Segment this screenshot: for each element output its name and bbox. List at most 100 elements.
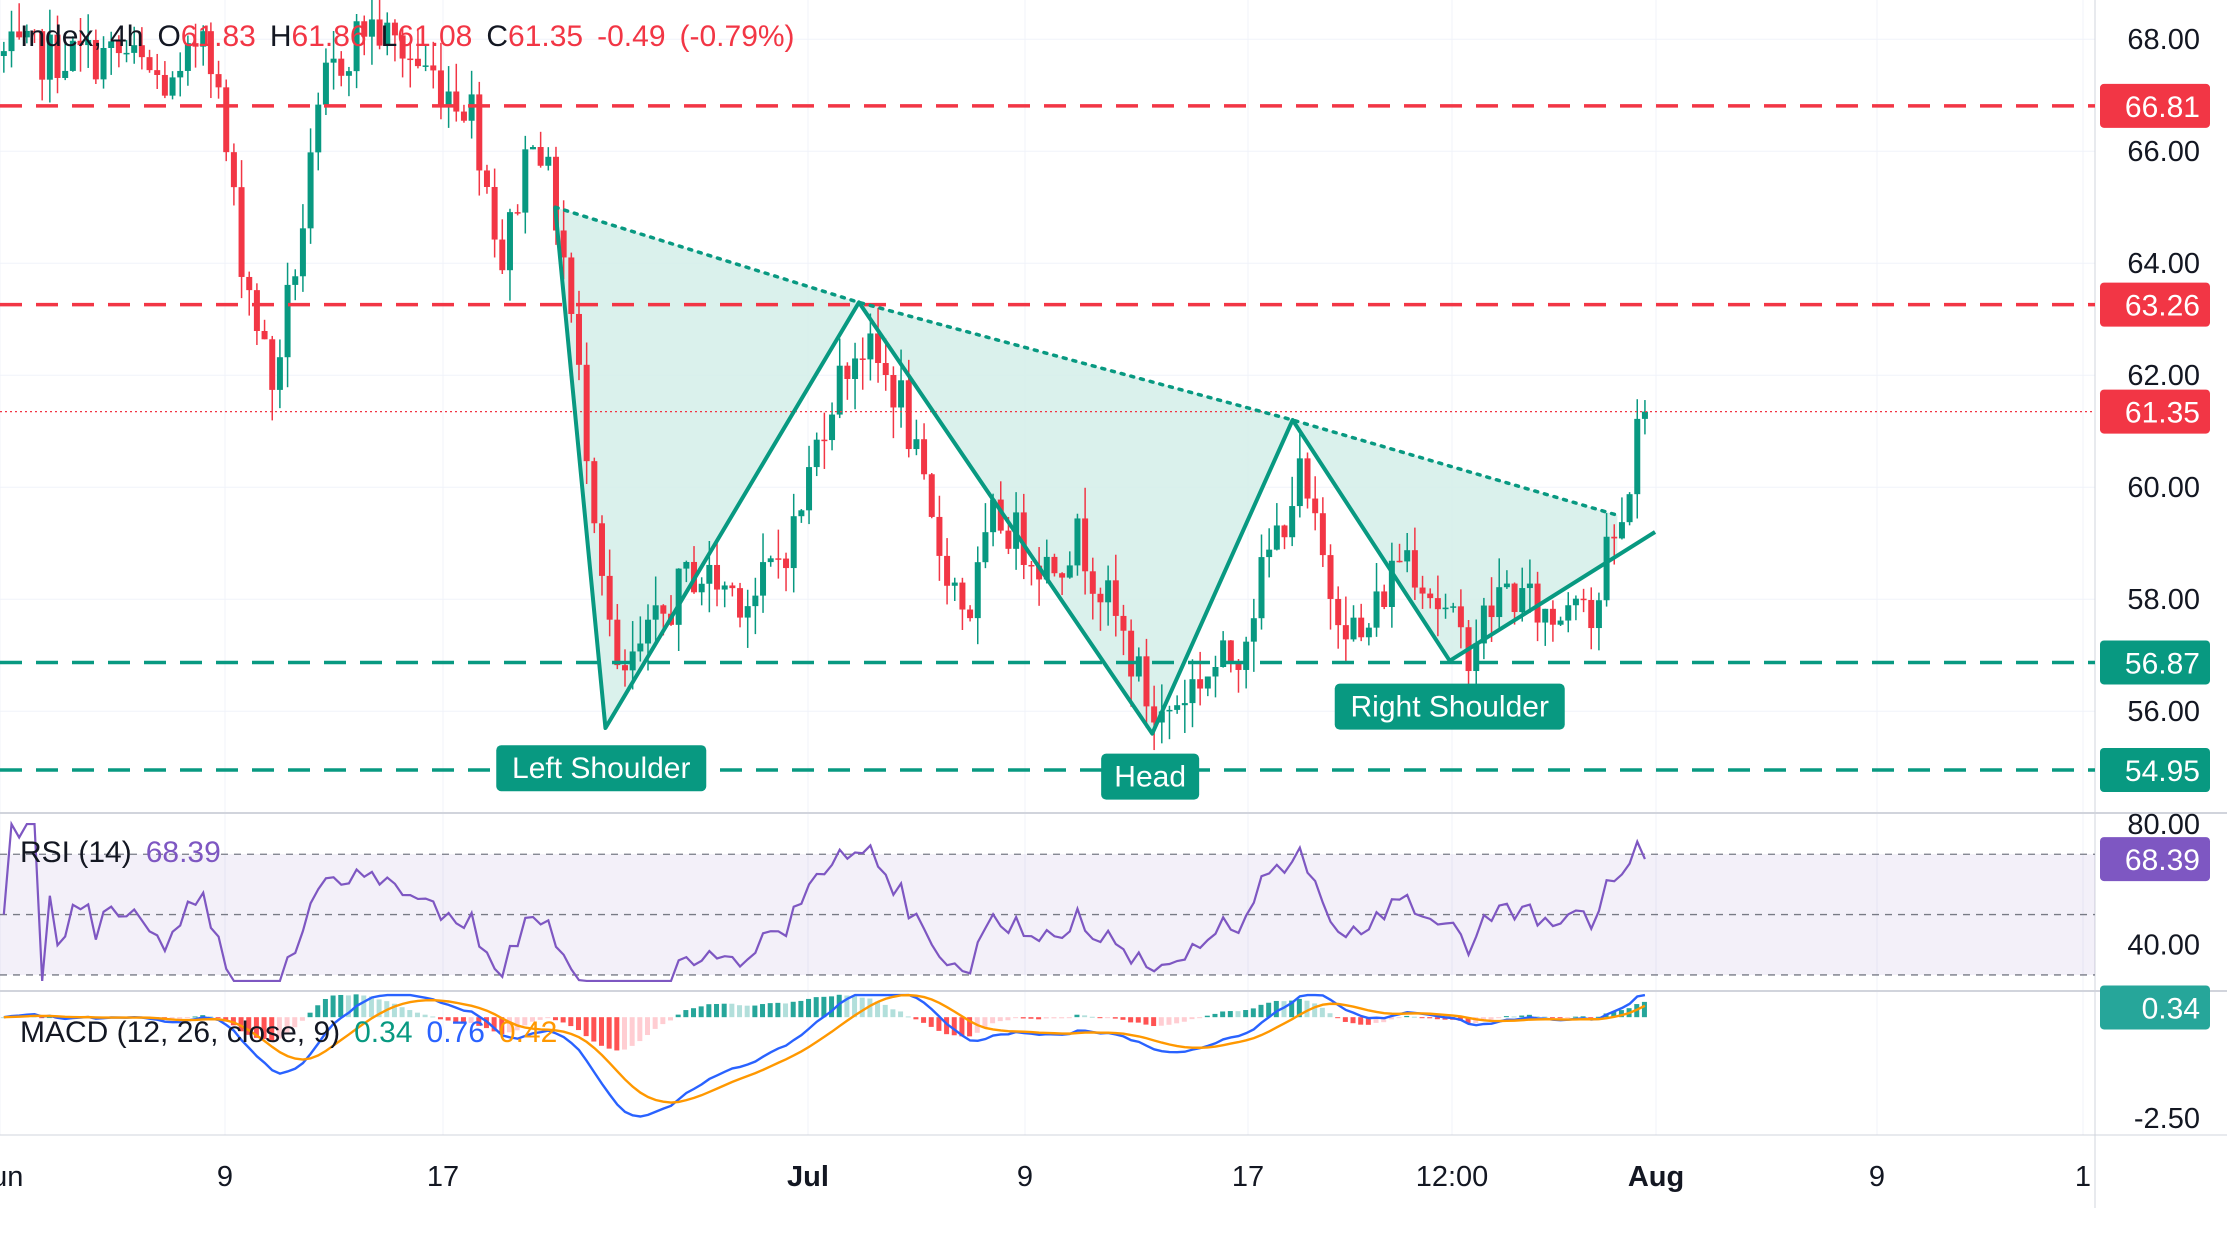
macd-histogram-bar	[836, 994, 842, 1018]
candle-body	[483, 170, 490, 187]
candle-body	[399, 35, 406, 59]
macd-histogram-bar	[637, 1017, 643, 1042]
candle-body	[215, 74, 222, 88]
macd-histogram-bar	[668, 1017, 674, 1021]
candle-body	[575, 313, 582, 365]
macd-header: MACD (12, 26, close, 9) 0.34 0.76 0.42	[20, 1016, 571, 1050]
candle-body	[1020, 512, 1027, 565]
candle-body	[361, 21, 368, 37]
candle-body	[16, 31, 23, 38]
candle-body	[100, 47, 107, 80]
price-tick-label: 62.00	[2127, 360, 2200, 392]
macd-histogram-bar	[913, 1017, 919, 1020]
macd-histogram-bar	[844, 995, 850, 1018]
macd-histogram-bar	[292, 1017, 298, 1028]
macd-histogram-bar	[1151, 1017, 1157, 1027]
macd-histogram-bar	[1135, 1017, 1141, 1023]
candle-body	[1358, 617, 1365, 638]
macd-histogram-bar	[376, 999, 382, 1018]
candle-body	[131, 45, 138, 53]
macd-histogram-bar	[1266, 1002, 1272, 1018]
candle-body	[1066, 565, 1073, 578]
macd-histogram-bar	[752, 1005, 758, 1018]
candle-body	[514, 212, 521, 214]
candle-body	[936, 516, 943, 556]
macd-histogram-bar	[537, 1017, 543, 1020]
macd-histogram-bar	[46, 1017, 52, 1019]
grid-lines	[0, 0, 2227, 1208]
macd-histogram-bar	[414, 1012, 420, 1018]
candle-body	[0, 51, 7, 56]
macd-hist-value: 0.34	[354, 1016, 413, 1049]
macd-histogram-bar	[1120, 1017, 1126, 1020]
macd-histogram-bar	[361, 995, 367, 1018]
macd-histogram-bar	[276, 1017, 282, 1039]
close-label: C	[486, 20, 509, 53]
candle-body	[1473, 643, 1480, 672]
macd-histogram-bar	[813, 997, 819, 1018]
candle-body	[913, 439, 920, 450]
macd-histogram-bar	[1388, 1017, 1394, 1020]
candle-body	[1488, 605, 1495, 618]
macd-histogram-bar	[1595, 1016, 1601, 1018]
candle-body	[315, 104, 322, 153]
macd-histogram-bar	[1404, 1015, 1410, 1018]
candle-body	[522, 149, 529, 213]
candle-body	[806, 467, 813, 511]
macd-histogram-bar	[1335, 1017, 1341, 1019]
macd-histogram-bar	[767, 1003, 773, 1018]
candle-body	[1220, 640, 1227, 667]
candle-body	[1197, 679, 1204, 689]
resistance-level-badge	[2100, 83, 2210, 128]
candle-body	[31, 30, 38, 33]
macd-histogram-bar	[675, 1014, 681, 1018]
macd-histogram-bar	[468, 1017, 474, 1023]
candle-body	[790, 516, 797, 569]
macd-histogram-bar	[1250, 1008, 1256, 1018]
candle-body	[1580, 598, 1587, 601]
macd-histogram-bar	[184, 1017, 190, 1019]
low-label: L	[380, 20, 398, 53]
candle-body	[108, 41, 115, 48]
candle-body	[974, 562, 981, 619]
candle-body	[200, 31, 207, 47]
candle-body	[844, 365, 851, 380]
candle-body	[460, 111, 467, 121]
candle-body	[1097, 593, 1104, 603]
candle-body	[706, 564, 713, 584]
macd-histogram-bar	[1235, 1011, 1241, 1018]
candle-body	[85, 39, 92, 46]
macd-histogram-bar	[1089, 1016, 1095, 1018]
macd-histogram-bar	[898, 1011, 904, 1018]
macd-histogram-bar	[1580, 1016, 1586, 1018]
candle-body	[1365, 627, 1372, 638]
price-axis: 68.00 66.00 64.00 62.00 60.00 58.00 56.00 66.81…	[2100, 24, 2210, 1135]
time-tick-label: 17	[427, 1161, 459, 1193]
macd-histogram-bar	[238, 1017, 244, 1032]
macd-histogram-bar	[1181, 1017, 1187, 1022]
candle-body	[146, 57, 153, 71]
candle-body	[798, 510, 805, 517]
macd-histogram-bar	[775, 1002, 781, 1018]
candle-body	[123, 52, 130, 55]
macd-histogram-bar	[322, 998, 328, 1018]
macd-histogram-bar	[207, 1016, 213, 1018]
macd-histogram-bar	[1105, 1017, 1111, 1019]
candle-body	[829, 414, 836, 441]
candle-body	[384, 22, 391, 46]
candle-body	[1618, 522, 1625, 539]
pattern-label-box	[496, 745, 707, 792]
candle-body	[890, 375, 897, 408]
candle-body	[238, 187, 245, 277]
macd-histogram-bar	[1020, 1017, 1026, 1019]
candle-body	[39, 31, 46, 80]
candle-body	[783, 558, 790, 569]
candle-body	[752, 595, 759, 607]
macd-histogram-bar	[545, 1017, 551, 1019]
pattern-label-1: Head	[1114, 761, 1186, 794]
high-value: 61.86	[291, 20, 367, 53]
close-value: 61.35	[508, 20, 584, 53]
candle-body	[1511, 583, 1518, 613]
candle-body	[207, 31, 214, 75]
